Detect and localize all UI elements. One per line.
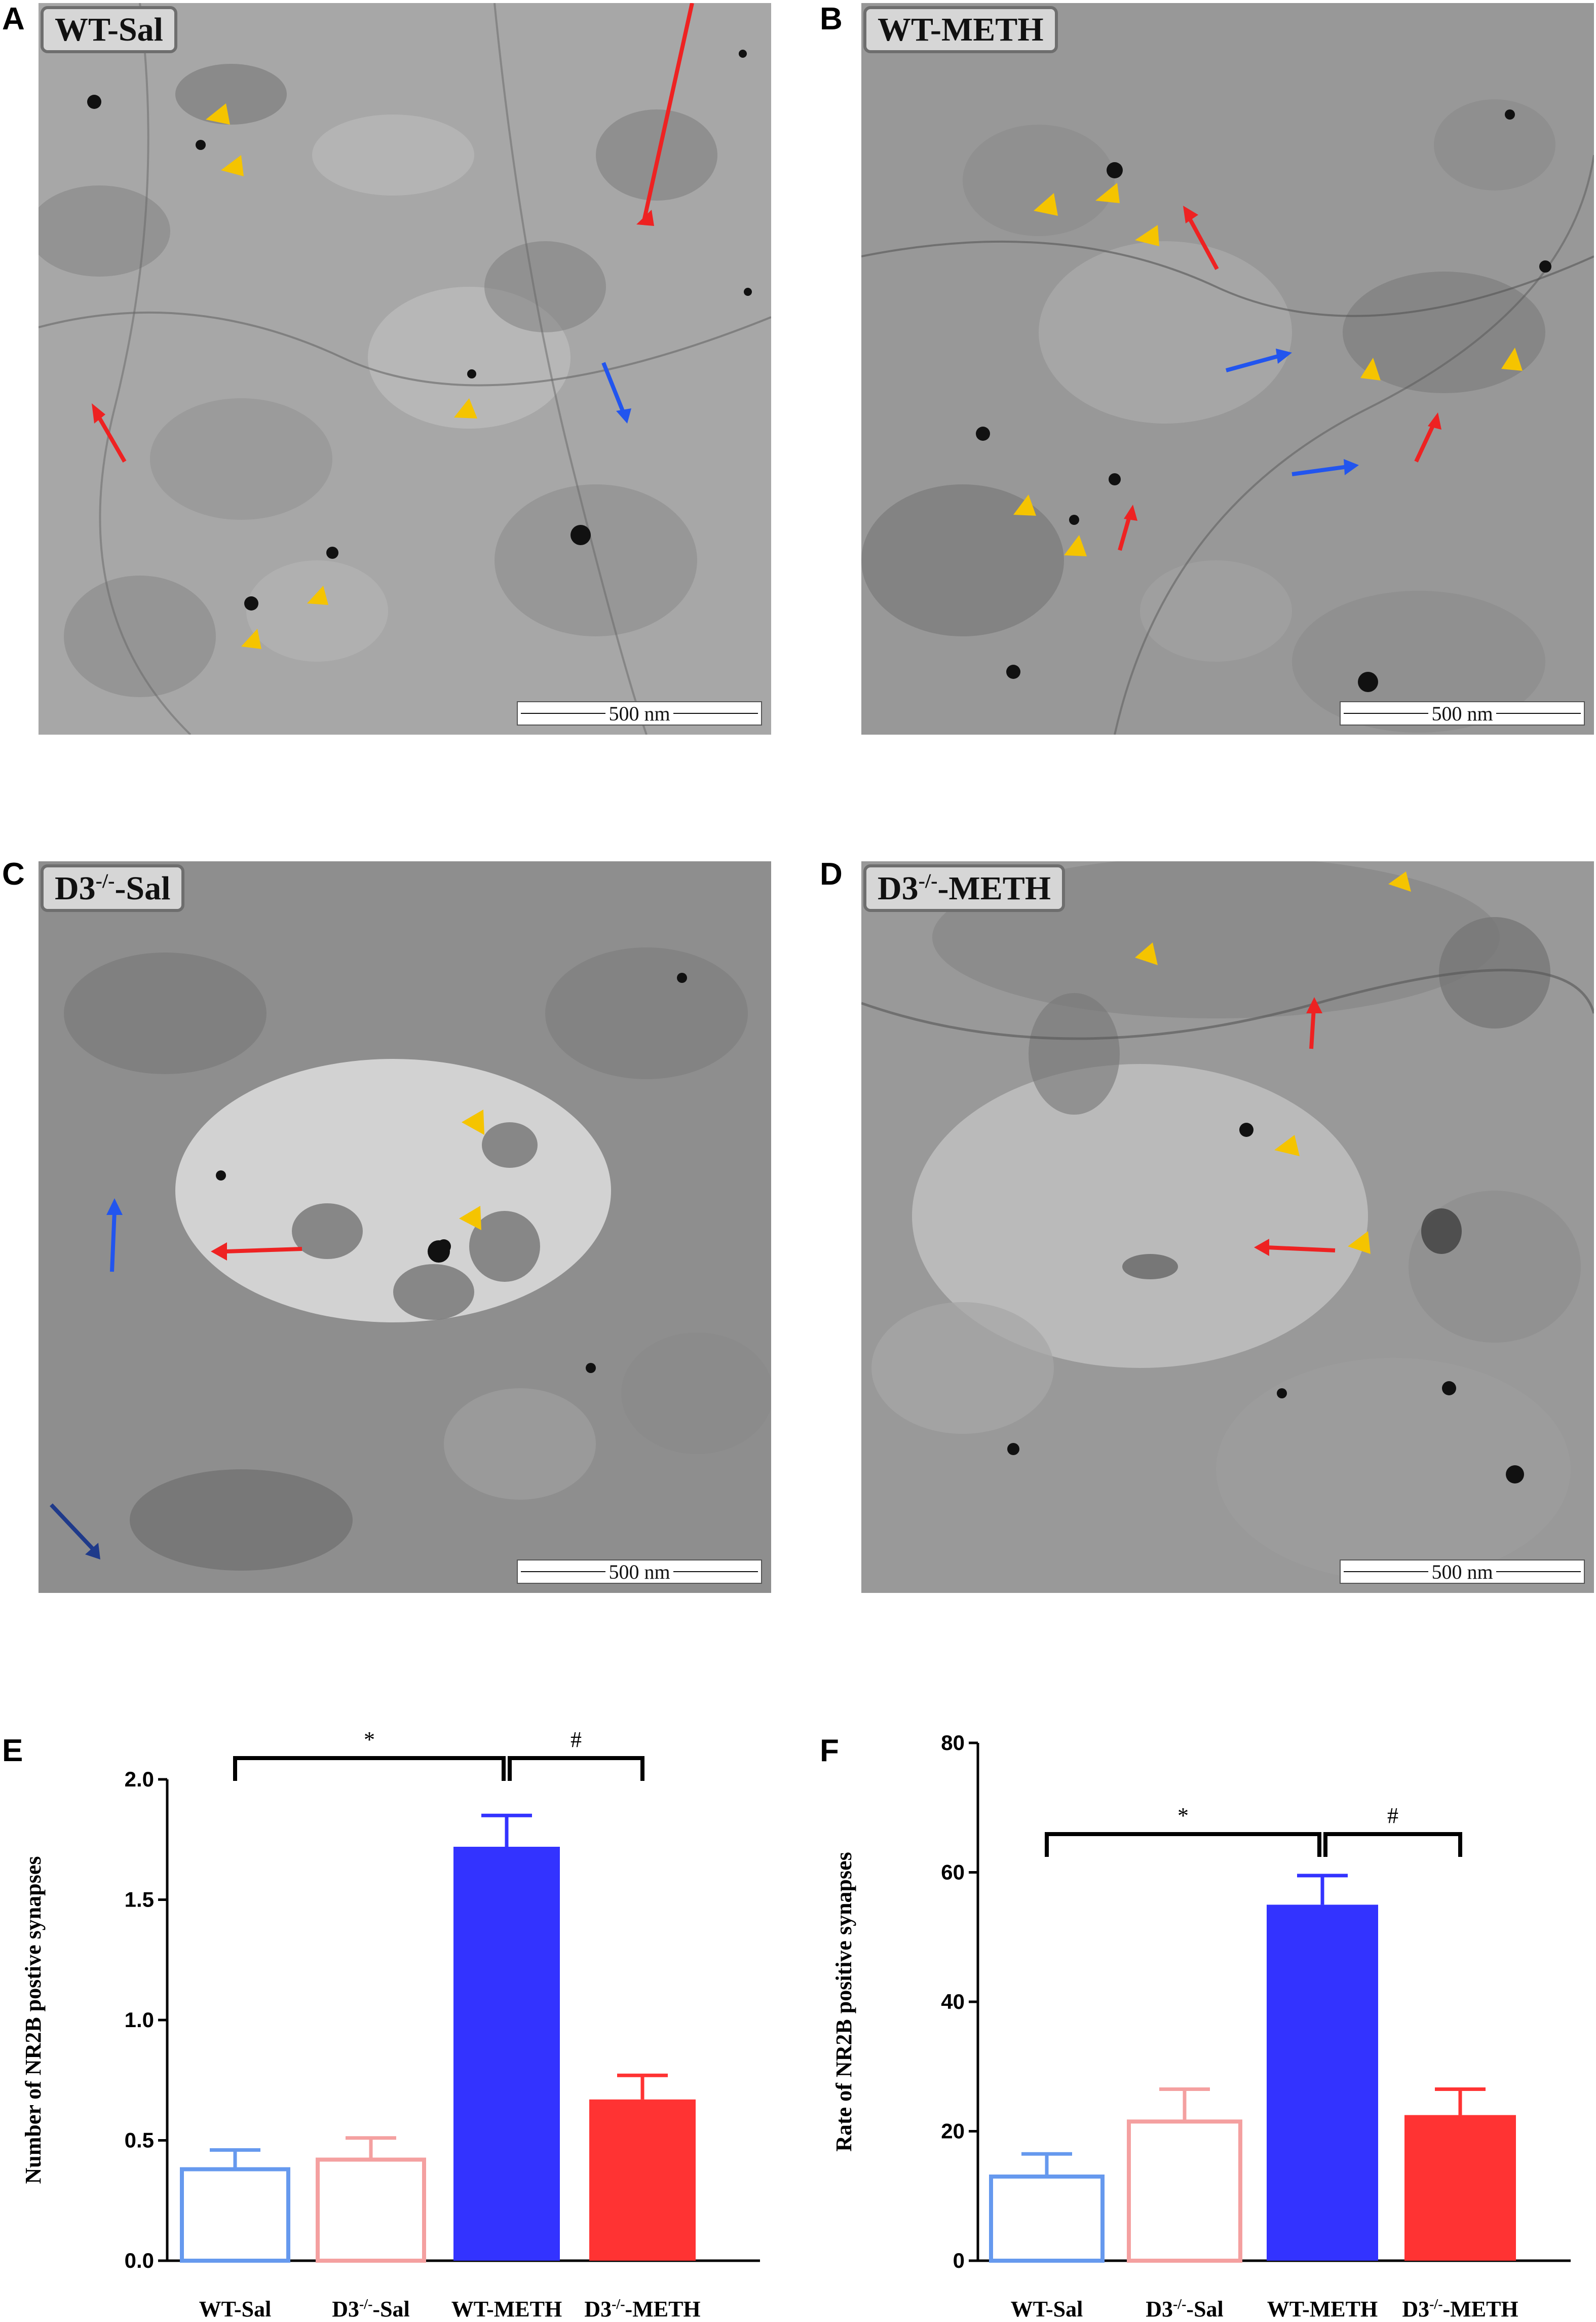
y-tick-label: 0.5 — [125, 2128, 154, 2152]
bar — [1404, 2115, 1516, 2261]
x-tick-label: WT-Sal — [1011, 2297, 1083, 2321]
significance-bracket — [508, 1756, 644, 1781]
y-axis-label: Rate of NR2B positive synapses — [831, 1852, 856, 2152]
scale-bar-text: 500 nm — [1431, 702, 1493, 725]
label-rest: -Sal — [115, 870, 171, 907]
significance-mark: * — [1177, 1803, 1189, 1828]
scale-bar-text: 500 nm — [609, 1560, 670, 1583]
panel-label-d3-sal: D3-/--Sal — [41, 864, 185, 912]
bar — [1127, 2119, 1242, 2263]
scale-bar-text: 500 nm — [609, 702, 670, 725]
y-axis-label: Number of NR2B postive synapses — [21, 1856, 46, 2184]
x-tick-label: D3-/--Sal — [1146, 2297, 1224, 2322]
panel-label-d3-meth: D3-/--METH — [863, 864, 1066, 912]
panel-letter-a: A — [2, 2, 25, 36]
bar — [589, 2099, 696, 2261]
y-tick-label: 20 — [941, 2119, 965, 2143]
panel-letter-e: E — [2, 1733, 23, 1768]
x-tick-label: D3-/--Sal — [332, 2297, 410, 2322]
significance-bracket — [1323, 1832, 1462, 1857]
bar — [989, 2174, 1105, 2263]
em-texture — [861, 861, 1594, 1593]
panel-letter-f: F — [820, 1733, 839, 1768]
label-rest: -METH — [937, 870, 1051, 907]
label-main: D3 — [878, 870, 919, 907]
panel-letter-c: C — [2, 857, 25, 892]
em-texture — [39, 861, 771, 1593]
significance-mark: * — [364, 1727, 375, 1752]
significance-bracket — [233, 1756, 506, 1781]
significance-bracket — [1045, 1832, 1321, 1857]
em-texture — [861, 3, 1594, 735]
scale-bar: 500 nm — [517, 1559, 762, 1584]
x-tick-label: WT-METH — [1267, 2297, 1378, 2321]
y-tick-label: 60 — [941, 1860, 965, 1884]
y-tick-label: 0.0 — [125, 2249, 154, 2272]
bar — [453, 1847, 560, 2261]
significance-mark: # — [571, 1727, 582, 1752]
bar — [316, 2157, 426, 2263]
scale-bar-text: 500 nm — [1431, 1560, 1493, 1583]
significance-mark: # — [1387, 1803, 1398, 1828]
panel-label-wt-sal: WT-Sal — [41, 6, 177, 54]
panel-label-wt-meth: WT-METH — [863, 6, 1058, 54]
chart-f-svg: 0 20 40 60 80 Rate of NR2B positive synapses W… — [831, 1731, 1571, 2322]
panel-letter-d: D — [820, 857, 843, 892]
em-image-wt-meth: WT-METH 500 nm — [861, 3, 1594, 735]
chart-e-svg: 0.0 0.5 1.0 1.5 2.0 Number of NR2B postive sy… — [21, 1727, 760, 2322]
label-sup: -/- — [918, 869, 938, 892]
em-texture — [39, 3, 771, 735]
em-image-d3-meth: D3-/--METH 500 nm — [861, 861, 1594, 1593]
scale-bar: 500 nm — [517, 701, 762, 726]
scale-bar: 500 nm — [1340, 1559, 1585, 1584]
x-tick-label: WT-METH — [451, 2297, 562, 2321]
panel-letter-b: B — [820, 2, 843, 36]
x-tick-label: WT-Sal — [199, 2297, 272, 2321]
label-sup: -/- — [95, 869, 115, 892]
y-tick-label: 80 — [941, 1731, 965, 1755]
y-tick-label: 1.0 — [125, 2008, 154, 2032]
bar — [1267, 1905, 1378, 2261]
scale-bar: 500 nm — [1340, 701, 1585, 726]
em-image-d3-sal: D3-/--Sal 500 nm — [39, 861, 771, 1593]
y-tick-label: 2.0 — [125, 1767, 154, 1791]
y-tick-label: 40 — [941, 1990, 965, 2013]
bar — [180, 2167, 290, 2263]
chart-e: 0.0 0.5 1.0 1.5 2.0 Number of NR2B postive sy… — [0, 1727, 790, 2322]
y-tick-label: 1.5 — [125, 1888, 154, 1912]
x-tick-label: D3-/--METH — [1402, 2297, 1518, 2322]
label-main: D3 — [55, 870, 96, 907]
em-image-wt-sal: WT-Sal 500 nm — [39, 3, 771, 735]
x-tick-label: D3-/--METH — [584, 2297, 700, 2322]
chart-f: 0 20 40 60 80 Rate of NR2B positive synapses W… — [811, 1731, 1596, 2322]
y-tick-label: 0 — [953, 2249, 965, 2272]
